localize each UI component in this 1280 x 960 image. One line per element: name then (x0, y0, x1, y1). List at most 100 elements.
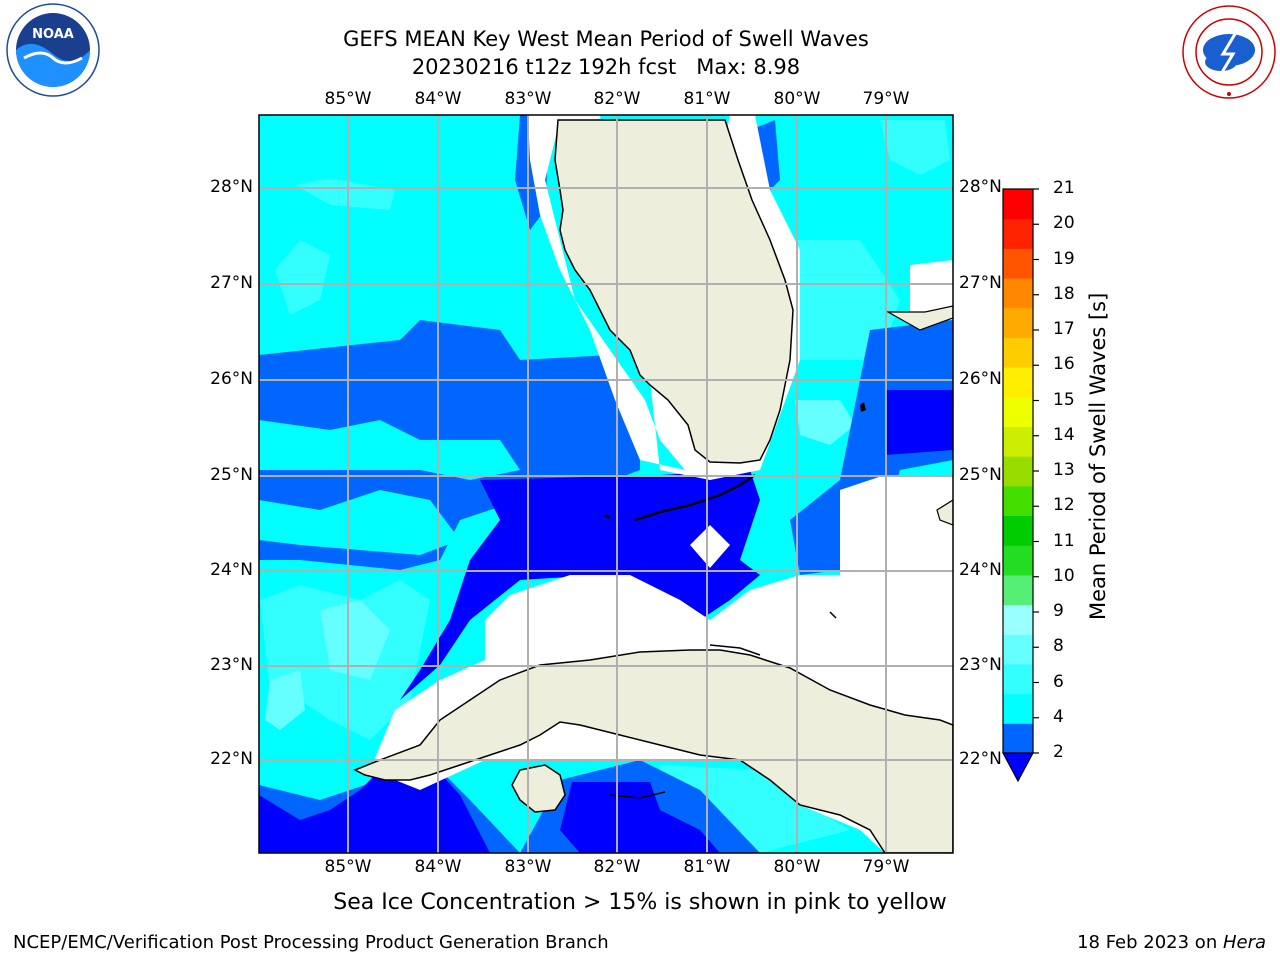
lat-label-left: 22°N (210, 749, 253, 769)
colorbar-tick-label: 4 (1053, 706, 1064, 727)
lat-label-right: 26°N (959, 369, 1002, 389)
colorbar-tick-label: 6 (1053, 671, 1064, 692)
map-subtitle: 20230216 t12z 192h fcst Max: 8.98 (411, 55, 801, 79)
lat-label-right: 28°N (959, 177, 1002, 197)
no-data-area (840, 475, 953, 575)
florida-keys (634, 473, 756, 522)
map-title: GEFS MEAN Key West Mean Period of Swell … (343, 27, 869, 51)
swell-4-6-patch (259, 490, 460, 555)
colorbar-cell (1003, 515, 1033, 546)
swell-6-7-patch (295, 178, 395, 210)
colorbar-cell (1003, 278, 1033, 309)
swell-6-7-patch (880, 120, 950, 175)
lat-label-left: 25°N (210, 465, 253, 485)
lat-label-right: 24°N (959, 560, 1002, 580)
colorbar-cell (1003, 693, 1033, 724)
nws-logo (1182, 5, 1276, 99)
colorbar-cell (1003, 545, 1033, 576)
cay (709, 644, 761, 656)
lon-label-bottom: 83°W (504, 857, 552, 877)
colorbar-tick-label: 8 (1053, 636, 1064, 657)
bahamas-land (860, 402, 866, 412)
colorbar-tick-label: 21 (1053, 178, 1075, 198)
colorbar-tick-label: 16 (1053, 354, 1075, 375)
map-frame (258, 114, 954, 854)
colorbar-tick-label: 10 (1053, 565, 1075, 586)
colorbar-cell (1003, 396, 1033, 427)
lat-label-left: 24°N (210, 560, 253, 580)
colorbar-extend-arrow (1001, 752, 1035, 783)
noaa-logo-text: NOAA (32, 27, 74, 42)
swell-below-2-area (400, 470, 760, 700)
colorbar-tick-label: 11 (1053, 530, 1075, 551)
colorbar-tick-label: 19 (1053, 248, 1075, 269)
colorbar-cell (1003, 634, 1033, 665)
noaa-logo: NOAA (6, 3, 100, 97)
lat-label-left: 28°N (210, 177, 253, 197)
lat-label-right: 25°N (959, 465, 1002, 485)
colorbar-tick-label: 17 (1053, 319, 1075, 339)
swell-7-8-patch (795, 400, 855, 445)
lon-label-top: 79°W (862, 89, 910, 109)
bahamas-land (936, 499, 953, 526)
colorbar-cell (1003, 426, 1033, 457)
lat-label-left: 26°N (210, 369, 253, 389)
lat-label-left: 23°N (210, 655, 253, 675)
cuba-land (353, 649, 953, 853)
swell-7-8-patch (265, 670, 305, 730)
sea-ice-note: Sea Ice Concentration > 15% is shown in … (333, 890, 947, 915)
no-data-area (910, 260, 953, 320)
colorbar-tick-label: 18 (1053, 283, 1075, 304)
colorbar-tick-label: 14 (1053, 424, 1075, 445)
swell-6-7-patch (275, 240, 330, 315)
graticule (259, 115, 953, 853)
colorbar-cell (1003, 189, 1033, 220)
bahamas-land (885, 305, 953, 331)
colorbar-tick-label: 12 (1053, 495, 1075, 516)
lon-label-top: 81°W (683, 89, 731, 109)
lon-label-bottom: 85°W (324, 857, 372, 877)
lat-label-left: 27°N (210, 273, 253, 293)
isle-of-youth-land (511, 764, 566, 813)
florida-land (554, 119, 794, 464)
lon-label-bottom: 84°W (414, 857, 462, 877)
colorbar-cell (1003, 456, 1033, 487)
footer-right: 18 Feb 2023 on Hera (1077, 932, 1266, 953)
swell-below-2-area (259, 762, 490, 853)
lat-label-right: 27°N (959, 273, 1002, 293)
florida-keys (604, 513, 611, 520)
colorbar-cell (1003, 574, 1033, 606)
lat-label-right: 23°N (959, 655, 1002, 675)
colorbar-cell (1003, 218, 1033, 249)
swell-2-4-area (790, 320, 953, 575)
colorbar-cell (1003, 485, 1033, 517)
colorbar-cell (1003, 367, 1033, 398)
colorbar-tick-marks (1033, 188, 1039, 754)
lon-label-bottom: 82°W (593, 857, 641, 877)
lat-label-right: 22°N (959, 749, 1002, 769)
colorbar-cell (1003, 337, 1033, 368)
colorbar-tick-label: 13 (1053, 460, 1075, 480)
swell-below-2-area (885, 390, 953, 455)
lon-label-bottom: 80°W (773, 857, 821, 877)
lon-label-top: 83°W (504, 89, 552, 109)
colorbar-tick-label: 9 (1053, 601, 1064, 621)
lon-label-top: 84°W (414, 89, 462, 109)
footer-left: NCEP/EMC/Verification Post Processing Pr… (13, 932, 609, 953)
colorbar-tick-label: 2 (1053, 742, 1064, 762)
colorbar-cells (1003, 189, 1033, 754)
lon-label-bottom: 79°W (862, 857, 910, 877)
footer-date: 18 Feb 2023 on (1077, 932, 1223, 953)
lon-label-top: 85°W (324, 89, 372, 109)
cay (829, 611, 837, 619)
colorbar-cell (1003, 248, 1033, 279)
colorbar-title: Mean Period of Swell Waves [s] (1086, 292, 1110, 620)
swell-7-8-patch (320, 600, 390, 680)
footer-host: Hera (1222, 932, 1266, 953)
colorbar-tick-label: 20 (1053, 213, 1075, 234)
colorbar-cell (1003, 307, 1033, 338)
lon-label-top: 80°W (773, 89, 821, 109)
lon-label-bottom: 81°W (683, 857, 731, 877)
colorbar-cell (1003, 663, 1033, 695)
